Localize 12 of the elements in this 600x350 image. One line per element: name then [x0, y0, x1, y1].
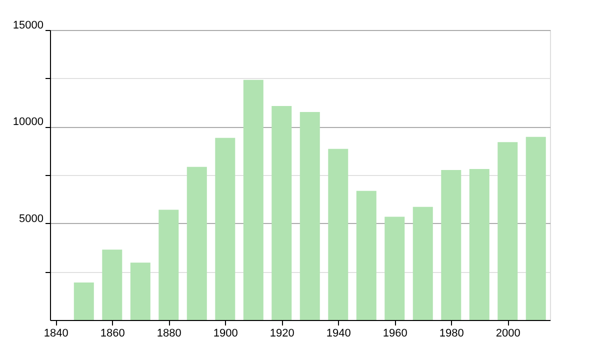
x-tick-label: 1880 [156, 328, 182, 340]
x-tick-label: 1920 [270, 328, 294, 340]
x-tick-label: 1940 [326, 328, 351, 340]
x-tick-label: 1960 [382, 328, 408, 340]
y-tick-label: 5000 [19, 212, 44, 225]
x-tick-label: 1980 [439, 328, 464, 340]
x-tick-label: 1840 [44, 328, 68, 340]
x-tick-label: 2000 [496, 328, 520, 340]
x-tick-label: 1900 [213, 328, 238, 340]
y-tick-label: 10000 [12, 116, 44, 128]
x-tick-label: 1860 [100, 328, 125, 340]
y-tick-label: 15000 [12, 20, 44, 32]
